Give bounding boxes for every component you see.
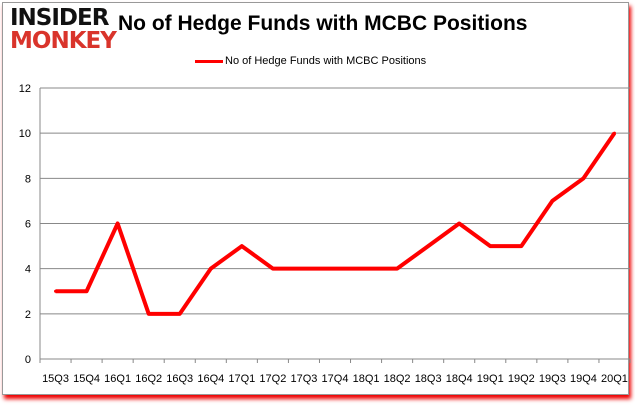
data-point	[488, 244, 492, 248]
data-point	[116, 222, 120, 225]
legend-label: No of Hedge Funds with MCBC Positions	[225, 55, 427, 67]
data-point	[519, 244, 523, 248]
data-point	[333, 267, 337, 271]
x-tick-label: 17Q4	[322, 373, 349, 385]
data-point	[54, 289, 58, 293]
x-tick-label: 16Q1	[104, 373, 131, 385]
chart-frame	[2, 2, 629, 395]
x-tick-label: 18Q4	[446, 373, 473, 385]
data-point	[550, 199, 554, 203]
x-tick-label: 19Q2	[508, 373, 535, 385]
data-point	[147, 312, 151, 316]
x-tick-label: 19Q1	[477, 373, 504, 385]
x-tick-label: 16Q2	[135, 373, 162, 385]
x-tick-label: 18Q1	[353, 373, 380, 385]
data-point	[209, 267, 213, 271]
data-point	[85, 289, 89, 293]
x-tick-label: 15Q3	[42, 373, 69, 385]
x-tick-label: 19Q4	[570, 373, 597, 385]
y-tick-label: 0	[25, 354, 31, 366]
logo-insider: INSIDER	[10, 5, 109, 31]
x-tick-label: 19Q3	[539, 373, 566, 385]
x-tick-label: 20Q1	[601, 373, 628, 385]
y-tick-label: 12	[19, 83, 31, 95]
x-tick-label: 17Q1	[228, 373, 255, 385]
data-point	[581, 176, 585, 180]
data-point	[271, 267, 275, 271]
x-tick-label: 17Q2	[259, 373, 286, 385]
data-point	[240, 244, 244, 248]
data-point	[178, 312, 182, 316]
data-point	[457, 222, 461, 225]
data-point	[364, 267, 368, 271]
data-point	[302, 267, 306, 271]
x-tick-label: 17Q3	[290, 373, 317, 385]
data-point	[612, 131, 616, 135]
x-tick-label: 18Q3	[415, 373, 442, 385]
y-tick-label: 4	[25, 264, 31, 276]
data-point	[395, 267, 399, 271]
y-tick-label: 2	[25, 309, 31, 321]
x-tick-label: 15Q4	[73, 373, 100, 385]
logo-monkey: MONKEY	[10, 28, 117, 54]
y-tick-label: 6	[25, 219, 31, 231]
chart-title: No of Hedge Funds with MCBC Positions	[118, 12, 528, 35]
x-tick-label: 16Q4	[197, 373, 224, 385]
legend: No of Hedge Funds with MCBC Positions	[195, 55, 426, 67]
y-tick-label: 10	[19, 128, 31, 140]
x-tick-label: 18Q2	[384, 373, 411, 385]
x-tick-label: 16Q3	[166, 373, 193, 385]
data-point	[426, 244, 430, 248]
y-tick-label: 8	[25, 173, 31, 185]
legend-swatch	[195, 59, 223, 63]
